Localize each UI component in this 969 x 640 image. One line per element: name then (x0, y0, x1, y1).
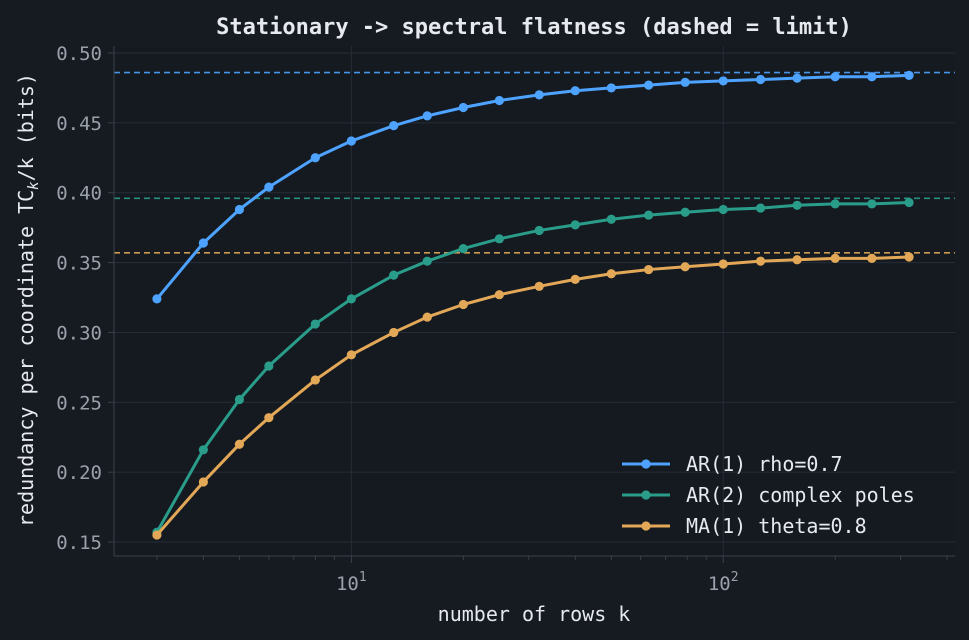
data-point (680, 207, 690, 217)
y-axis-label-subscript: k (26, 181, 42, 190)
data-point (606, 269, 616, 279)
data-point (644, 80, 654, 90)
data-point (792, 255, 802, 265)
data-point (494, 95, 504, 106)
data-point (718, 259, 728, 269)
data-point (346, 136, 356, 146)
y-tick-label: 0.15 (56, 532, 102, 554)
data-point (792, 73, 802, 83)
data-point (606, 214, 616, 224)
data-point (904, 252, 914, 262)
data-point (310, 153, 320, 163)
data-point (346, 350, 356, 360)
axes (108, 46, 955, 563)
x-tick-label: 101 (336, 570, 367, 595)
x-tick-base: 10 (708, 573, 731, 595)
series-layer (152, 70, 914, 540)
data-point (234, 204, 245, 215)
data-point (570, 86, 580, 96)
legend-swatch-marker (641, 521, 651, 531)
data-point (606, 83, 616, 93)
plot-area (114, 46, 955, 556)
data-point (830, 72, 840, 82)
data-point (310, 319, 320, 329)
data-point (310, 375, 320, 385)
data-point (904, 197, 914, 208)
y-axis-label-main: redundancy per coordinate TC (14, 190, 38, 527)
data-point (494, 290, 504, 300)
data-point (755, 74, 766, 85)
data-point (389, 327, 399, 338)
x-tick-exponent: 1 (359, 570, 367, 585)
series-0 (152, 70, 914, 304)
data-point (494, 234, 504, 244)
data-point (718, 204, 728, 215)
data-point (264, 361, 274, 371)
chart-title: Stationary -> spectral flatness (dashed … (216, 15, 852, 40)
data-point (198, 477, 208, 487)
y-axis-label-tail: /k (bits) (14, 73, 38, 181)
y-tick-label: 0.20 (56, 462, 102, 484)
y-tick-label: 0.45 (56, 113, 102, 135)
x-tick-base: 10 (336, 573, 359, 595)
data-point (422, 111, 432, 121)
data-point (718, 76, 728, 86)
y-tick-label: 0.25 (56, 392, 102, 414)
data-point (644, 264, 654, 275)
grid (114, 46, 955, 556)
data-point (792, 200, 802, 210)
data-point (755, 256, 766, 266)
data-point (570, 220, 580, 230)
series-2 (152, 252, 914, 540)
data-point (867, 72, 877, 82)
data-point (458, 102, 468, 113)
legend-entry: AR(1) rho=0.7 (686, 452, 843, 476)
data-point (422, 256, 432, 266)
y-axis-label: redundancy per coordinate TCk/k (bits) (14, 73, 42, 527)
legend-swatch-marker (641, 490, 651, 500)
data-point (458, 299, 468, 310)
data-point (534, 90, 544, 100)
y-tick-label: 0.40 (56, 183, 102, 205)
data-point (234, 439, 245, 449)
data-point (680, 77, 690, 87)
data-point (830, 199, 840, 209)
legend-swatch-marker (641, 459, 651, 469)
data-point (867, 199, 877, 209)
x-tick-label: 102 (708, 570, 739, 595)
data-point (644, 210, 654, 220)
data-point (680, 262, 690, 272)
x-tick-exponent: 2 (731, 570, 739, 585)
y-tick-label: 0.35 (56, 253, 102, 275)
data-point (534, 281, 544, 291)
data-point (422, 312, 432, 322)
x-axis-label: number of rows k (438, 602, 631, 626)
data-point (389, 270, 399, 280)
data-point (570, 274, 580, 284)
data-point (830, 253, 840, 263)
data-point (264, 182, 274, 192)
data-point (904, 70, 914, 80)
data-point (152, 294, 162, 304)
data-point (867, 253, 877, 263)
data-point (458, 244, 468, 254)
legend-entry: AR(2) complex poles (686, 483, 915, 507)
data-point (389, 121, 399, 131)
y-tick-label: 0.50 (56, 43, 102, 65)
data-point (264, 413, 274, 423)
data-point (198, 445, 208, 455)
series-1 (152, 197, 914, 537)
data-point (198, 238, 208, 248)
data-point (234, 394, 245, 405)
data-point (152, 530, 162, 540)
data-point (346, 294, 356, 304)
data-point (534, 225, 544, 236)
legend: AR(1) rho=0.7 AR(2) complex poles MA(1) th… (622, 452, 915, 538)
data-point (755, 203, 766, 213)
y-tick-label: 0.30 (56, 322, 102, 344)
legend-entry: MA(1) theta=0.8 (686, 514, 867, 538)
